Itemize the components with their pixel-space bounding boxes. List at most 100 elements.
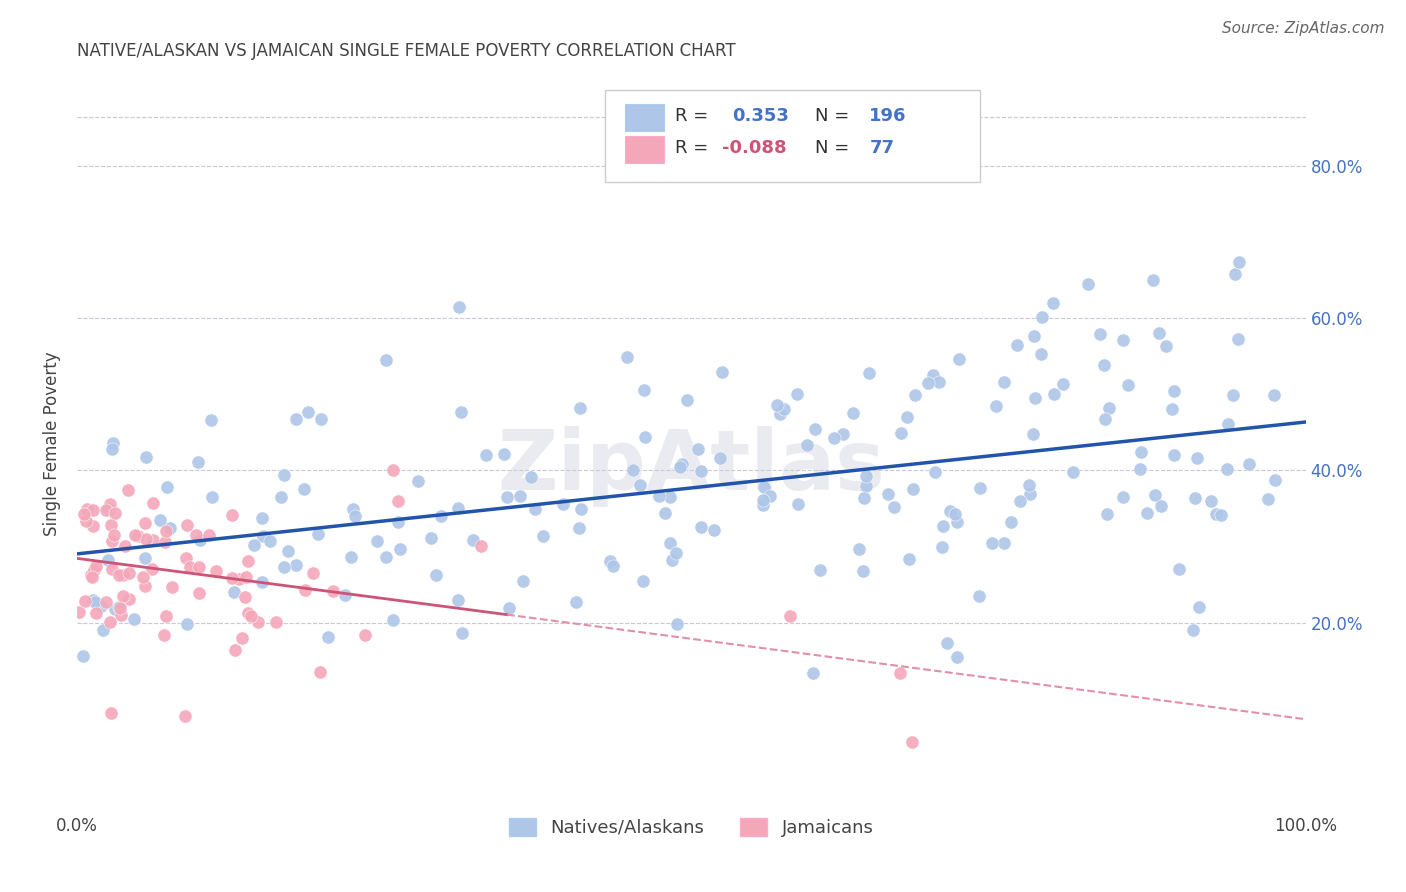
Text: 77: 77 — [869, 139, 894, 157]
Point — [252, 529, 274, 543]
Point — [82, 593, 104, 607]
Point — [114, 539, 136, 553]
Point — [779, 608, 801, 623]
Point — [1116, 378, 1139, 392]
Point — [690, 520, 713, 534]
Point — [201, 490, 224, 504]
Point — [876, 487, 898, 501]
Point — [246, 615, 269, 630]
Point — [67, 606, 90, 620]
Point — [1150, 499, 1173, 513]
Point — [101, 533, 124, 548]
Point — [124, 612, 146, 626]
Point — [752, 492, 775, 507]
Point — [141, 562, 163, 576]
Point — [509, 489, 531, 503]
Point — [302, 566, 325, 581]
Point — [1031, 310, 1053, 324]
Point — [602, 558, 624, 573]
Point — [1098, 401, 1121, 416]
Point — [174, 550, 197, 565]
Point — [284, 412, 307, 426]
Point — [1237, 457, 1260, 471]
Point — [1018, 477, 1040, 491]
Point — [233, 591, 256, 605]
Point — [104, 602, 127, 616]
Point — [252, 510, 274, 524]
Point — [801, 666, 824, 681]
Point — [665, 546, 688, 560]
Point — [374, 549, 396, 564]
Point — [690, 464, 713, 478]
Text: NATIVE/ALASKAN VS JAMAICAN SINGLE FEMALE POVERTY CORRELATION CHART: NATIVE/ALASKAN VS JAMAICAN SINGLE FEMALE… — [77, 42, 735, 60]
Point — [243, 538, 266, 552]
Point — [904, 387, 927, 401]
Point — [759, 489, 782, 503]
Point — [993, 376, 1015, 390]
Point — [494, 447, 516, 461]
Point — [855, 479, 877, 493]
Point — [922, 368, 945, 382]
Point — [702, 523, 724, 537]
Point — [1257, 492, 1279, 507]
Point — [117, 483, 139, 497]
Point — [84, 558, 107, 573]
Point — [889, 665, 911, 680]
Point — [124, 528, 146, 542]
Point — [980, 536, 1002, 550]
Point — [238, 607, 260, 621]
Point — [142, 533, 165, 547]
Point — [1042, 387, 1064, 401]
Point — [654, 506, 676, 520]
Point — [1094, 412, 1116, 426]
Point — [1181, 623, 1204, 637]
Point — [294, 583, 316, 598]
Point — [917, 376, 939, 391]
Point — [531, 528, 554, 542]
Point — [1216, 462, 1239, 476]
Point — [162, 580, 184, 594]
Point — [709, 450, 731, 465]
Point — [292, 482, 315, 496]
Point — [430, 509, 453, 524]
Point — [474, 448, 496, 462]
Point — [419, 531, 441, 545]
Point — [658, 536, 681, 550]
Point — [142, 496, 165, 510]
Point — [111, 590, 134, 604]
Point — [1092, 358, 1115, 372]
Point — [1112, 490, 1135, 504]
Point — [1163, 449, 1185, 463]
Point — [1019, 487, 1042, 501]
Point — [250, 575, 273, 590]
Point — [83, 563, 105, 577]
Point — [752, 480, 775, 494]
Point — [969, 481, 991, 495]
Point — [224, 643, 246, 657]
Point — [948, 352, 970, 367]
Point — [616, 350, 638, 364]
Text: R =: R = — [675, 139, 709, 157]
Point — [524, 501, 547, 516]
FancyBboxPatch shape — [606, 90, 980, 182]
Point — [188, 533, 211, 547]
Point — [568, 401, 591, 415]
Point — [450, 404, 472, 418]
Point — [84, 606, 107, 620]
Point — [1199, 494, 1222, 508]
Point — [187, 455, 209, 469]
Point — [118, 566, 141, 580]
Point — [382, 613, 405, 627]
Point — [335, 588, 357, 602]
Point — [134, 579, 156, 593]
FancyBboxPatch shape — [626, 136, 664, 163]
Point — [135, 533, 157, 547]
Point — [1008, 494, 1031, 508]
Point — [104, 506, 127, 520]
Point — [127, 529, 149, 543]
Point — [633, 383, 655, 397]
Point — [967, 590, 990, 604]
Point — [1136, 506, 1159, 520]
Point — [1144, 488, 1167, 502]
Point — [1130, 444, 1153, 458]
